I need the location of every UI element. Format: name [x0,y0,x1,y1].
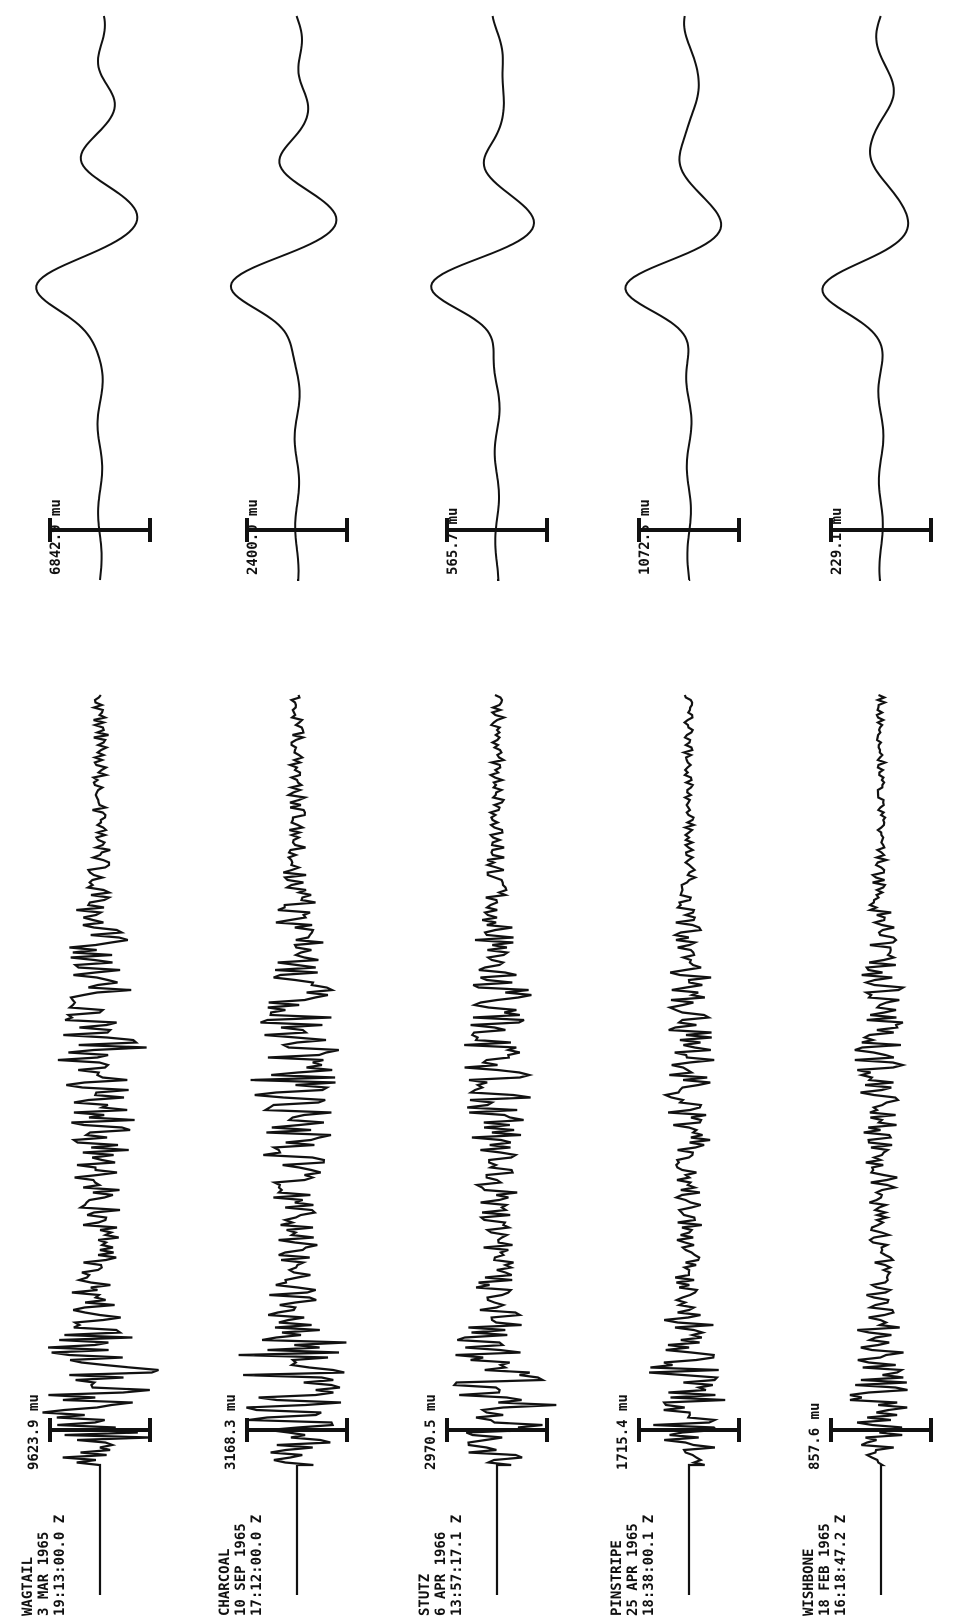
lp-trace [849,693,908,1595]
lp-amplitude-label: 2970.5 mu [423,1394,439,1470]
event-time: 18:38:00.1 Z [641,1515,657,1616]
event-name: CHARCOAL [217,1549,233,1616]
long-period-traces [42,693,933,1595]
event-time: 19:13:00.0 Z [52,1515,68,1616]
event-date: 18 FEB 1965 [817,1523,833,1616]
sp-trace [229,15,338,581]
event-time: 16:18:47.2 Z [833,1515,849,1616]
event-date: 25 APR 1965 [625,1523,641,1616]
event-date: 10 SEP 1965 [233,1523,249,1616]
lp-amplitude-label: 9623.9 mu [26,1394,42,1470]
event-labels: 9623.9 mu 6842.9 mu WAGTAIL 3 MAR 1965 19:13… [20,499,849,1616]
sp-trace [821,15,910,581]
sp-trace [430,15,536,581]
event-date: 3 MAR 1965 [36,1532,52,1616]
sp-trace [35,15,139,581]
event-name: WAGTAIL [20,1557,36,1616]
sp-amplitude-label: 229.1 mu [829,508,845,575]
lp-amplitude-label: 3168.3 mu [223,1394,239,1470]
sp-amplitude-label: 6842.9 mu [48,499,64,575]
event-date: 6 APR 1966 [433,1532,449,1616]
sp-amplitude-label: 1072.5 mu [637,499,653,575]
sp-trace [624,15,723,581]
lp-amplitude-label: 1715.4 mu [615,1394,631,1470]
event-time: 17:12:00.0 Z [249,1515,265,1616]
lp-trace [238,694,347,1595]
lp-trace [649,694,726,1595]
short-period-traces [35,15,933,581]
event-name: STUTZ [417,1574,433,1616]
event-name: PINSTRIPE [609,1540,625,1616]
lp-trace [42,694,159,1595]
sp-amplitude-label: 565.7 mu [445,508,461,575]
sp-amplitude-label: 2400.0 mu [245,499,261,575]
event-name: WISHBONE [801,1549,817,1616]
lp-amplitude-label: 857.6 mu [807,1403,823,1470]
lp-trace [452,694,557,1595]
event-time: 13:57:17.1 Z [449,1515,465,1616]
